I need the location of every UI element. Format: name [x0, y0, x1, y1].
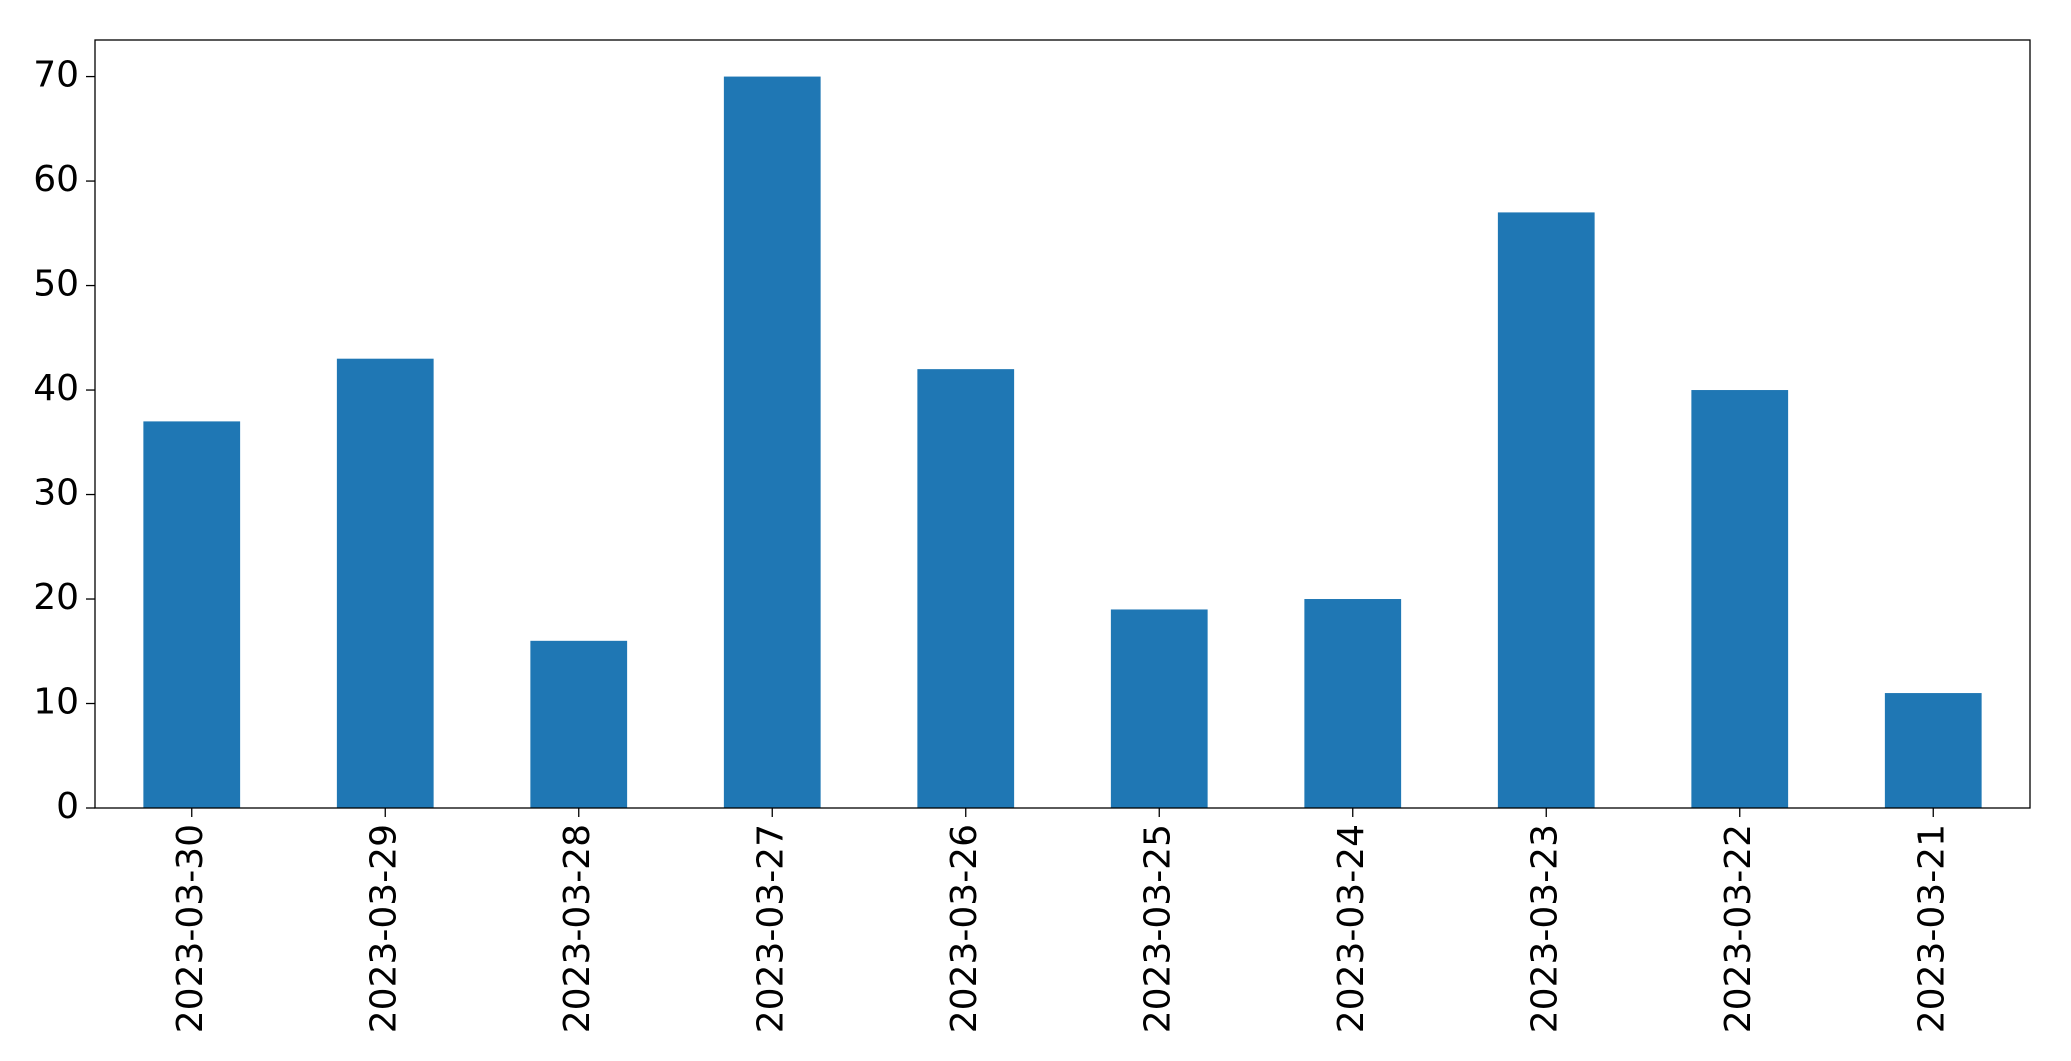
bar: [336, 358, 434, 808]
x-tick-label: 2023-03-30: [170, 824, 211, 1033]
x-tick-label: 2023-03-22: [1718, 824, 1759, 1033]
x-tick-label: 2023-03-26: [944, 824, 985, 1033]
bar: [917, 369, 1015, 808]
x-tick-label: 2023-03-29: [363, 824, 404, 1033]
y-tick-label: 60: [33, 159, 79, 200]
x-tick-label: 2023-03-24: [1331, 824, 1372, 1033]
bar: [1497, 212, 1595, 809]
bar: [723, 76, 821, 809]
bar: [530, 640, 628, 808]
x-tick-label: 2023-03-28: [557, 824, 598, 1033]
y-tick-label: 10: [33, 682, 79, 723]
bar: [1691, 390, 1789, 808]
x-tick-label: 2023-03-23: [1524, 824, 1565, 1033]
y-tick-label: 30: [33, 473, 79, 514]
bar: [143, 421, 241, 808]
bar: [1304, 599, 1402, 808]
y-tick-label: 70: [33, 55, 79, 96]
x-tick-label: 2023-03-25: [1137, 824, 1178, 1033]
x-tick-label: 2023-03-27: [750, 824, 791, 1033]
plot-frame: [94, 39, 2031, 809]
y-tick-label: 40: [33, 368, 79, 409]
y-tick-label: 0: [56, 786, 79, 827]
bar: [1884, 693, 1982, 808]
y-tick-label: 50: [33, 264, 79, 305]
y-tick-label: 20: [33, 577, 79, 618]
x-tick-label: 2023-03-21: [1911, 824, 1952, 1033]
bar: [1110, 609, 1208, 808]
